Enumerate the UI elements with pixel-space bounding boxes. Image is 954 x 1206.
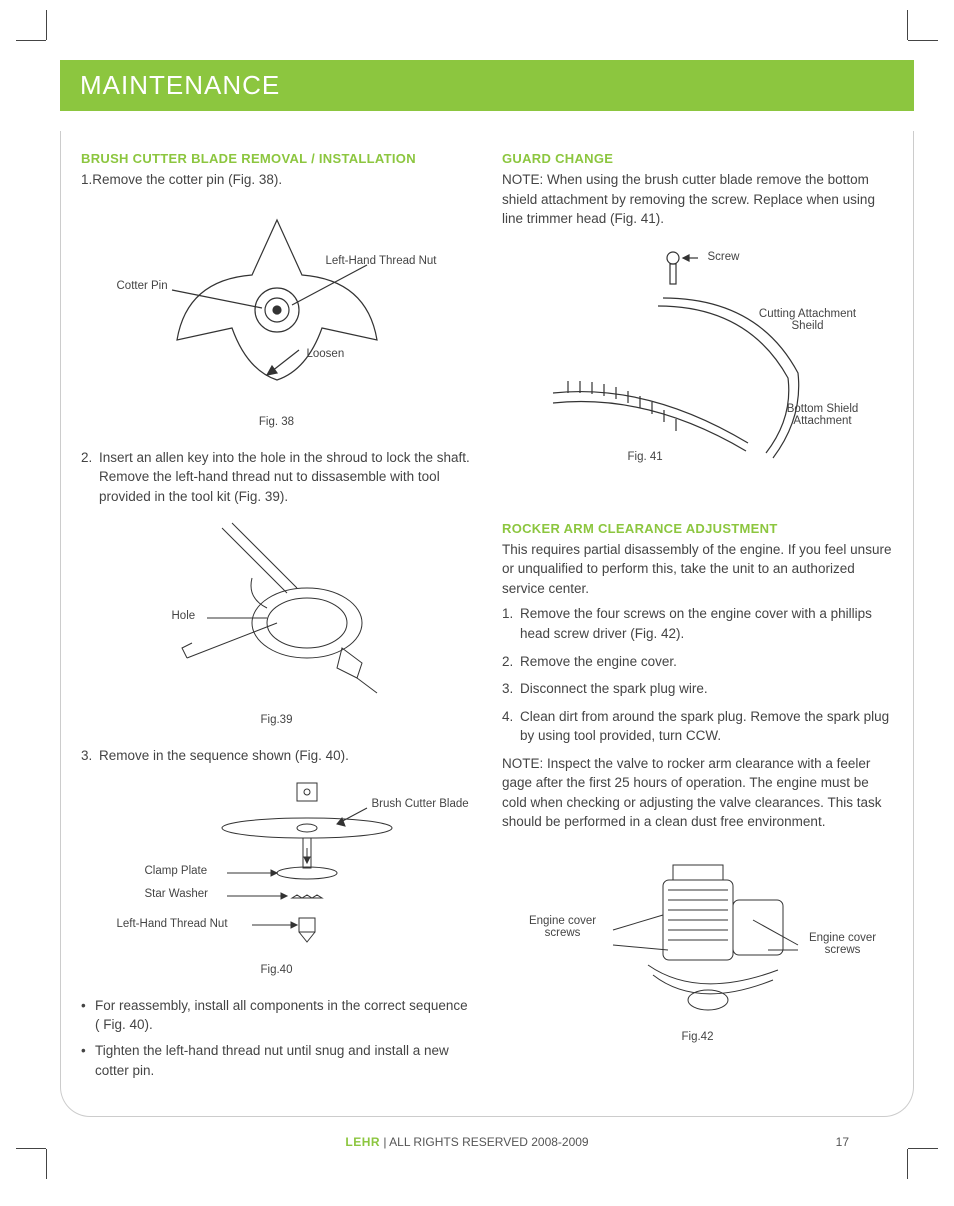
label-hole: Hole xyxy=(172,610,196,622)
page-header: MAINTENANCE xyxy=(60,60,914,111)
fig38-svg xyxy=(117,210,437,410)
label-cotter-pin: Cotter Pin xyxy=(117,280,168,292)
fig41-caption: Fig. 41 xyxy=(628,451,663,463)
rocker-step-3-text: Disconnect the spark plug wire. xyxy=(520,679,893,699)
fig42-caption: Fig.42 xyxy=(518,1031,878,1043)
bullet-reassembly-text: For reassembly, install all components i… xyxy=(95,996,472,1035)
figure-42: Engine cover screws Engine cover screws … xyxy=(518,850,878,1050)
rocker-step-1: 1. Remove the four screws on the engine … xyxy=(502,604,893,643)
guard-note: NOTE: When using the brush cutter blade … xyxy=(502,170,893,229)
fig41-svg xyxy=(518,243,878,473)
step-2-num: 2. xyxy=(81,448,99,507)
page-footer: LEHR | ALL RIGHTS RESERVED 2008-2009 17 xyxy=(60,1135,914,1149)
step-2: 2. Insert an allen key into the hole in … xyxy=(81,448,472,507)
label-lh-nut: Left-Hand Thread Nut xyxy=(325,255,436,267)
bullet-dot: • xyxy=(81,996,95,1035)
label-screw: Screw xyxy=(708,251,740,263)
fig40-caption: Fig.40 xyxy=(107,964,447,976)
footer-sep: | xyxy=(380,1135,389,1149)
rocker-step-3: 3. Disconnect the spark plug wire. xyxy=(502,679,893,699)
rocker-intro: This requires partial disassembly of the… xyxy=(502,540,893,599)
step-3-text: Remove in the sequence shown (Fig. 40). xyxy=(99,746,472,766)
figure-41: Screw Cutting Attachment Sheild Bottom S… xyxy=(518,243,878,493)
rocker-step-4-num: 4. xyxy=(502,707,520,746)
section-title-guard: GUARD CHANGE xyxy=(502,151,893,166)
fig38-caption: Fig. 38 xyxy=(117,416,437,428)
label-shield: Cutting Attachment Sheild xyxy=(753,308,863,332)
label-loosen: Loosen xyxy=(307,348,345,360)
left-column: BRUSH CUTTER BLADE REMOVAL / INSTALLATIO… xyxy=(81,151,472,1086)
step-2-text: Insert an allen key into the hole in the… xyxy=(99,448,472,507)
label-engine-left: Engine cover screws xyxy=(518,915,608,939)
rocker-step-2-num: 2. xyxy=(502,652,520,672)
fig39-caption: Fig.39 xyxy=(127,714,427,726)
rocker-step-4-text: Clean dirt from around the spark plug. R… xyxy=(520,707,893,746)
bullet-reassembly: • For reassembly, install all components… xyxy=(81,996,472,1035)
rocker-step-1-num: 1. xyxy=(502,604,520,643)
label-brush-blade: Brush Cutter Blade xyxy=(372,798,469,810)
content-frame: BRUSH CUTTER BLADE REMOVAL / INSTALLATIO… xyxy=(60,131,914,1117)
label-clamp-plate: Clamp Plate xyxy=(145,865,208,877)
label-lh-nut-40: Left-Hand Thread Nut xyxy=(117,918,228,930)
rocker-step-4: 4. Clean dirt from around the spark plug… xyxy=(502,707,893,746)
bullet-tighten: • Tighten the left-hand thread nut until… xyxy=(81,1041,472,1080)
step-3-num: 3. xyxy=(81,746,99,766)
figure-40: Brush Cutter Blade Clamp Plate Star Wash… xyxy=(107,778,447,978)
rocker-note: NOTE: Inspect the valve to rocker arm cl… xyxy=(502,754,893,832)
bullet-dot: • xyxy=(81,1041,95,1080)
page-title: MAINTENANCE xyxy=(80,70,280,100)
rocker-step-2-text: Remove the engine cover. xyxy=(520,652,893,672)
step-3: 3. Remove in the sequence shown (Fig. 40… xyxy=(81,746,472,766)
label-engine-right: Engine cover screws xyxy=(803,932,883,956)
bullet-tighten-text: Tighten the left-hand thread nut until s… xyxy=(95,1041,472,1080)
step-1-text: 1.Remove the cotter pin (Fig. 38). xyxy=(81,170,472,190)
footer-brand: LEHR xyxy=(345,1135,380,1149)
right-column: GUARD CHANGE NOTE: When using the brush … xyxy=(502,151,893,1086)
rocker-step-1-text: Remove the four screws on the engine cov… xyxy=(520,604,893,643)
rocker-step-2: 2. Remove the engine cover. xyxy=(502,652,893,672)
figure-38: Cotter Pin Left-Hand Thread Nut Loosen F… xyxy=(117,210,437,430)
section-title-brush-cutter: BRUSH CUTTER BLADE REMOVAL / INSTALLATIO… xyxy=(81,151,472,166)
page-number: 17 xyxy=(836,1135,849,1149)
label-bottom-attach: Bottom Shield Attachment xyxy=(773,403,873,427)
rocker-step-3-num: 3. xyxy=(502,679,520,699)
footer-rights: ALL RIGHTS RESERVED 2008-2009 xyxy=(389,1135,588,1149)
label-star-washer: Star Washer xyxy=(145,888,208,900)
figure-39: Hole Fig.39 xyxy=(127,518,427,728)
section-title-rocker: ROCKER ARM CLEARANCE ADJUSTMENT xyxy=(502,521,893,536)
